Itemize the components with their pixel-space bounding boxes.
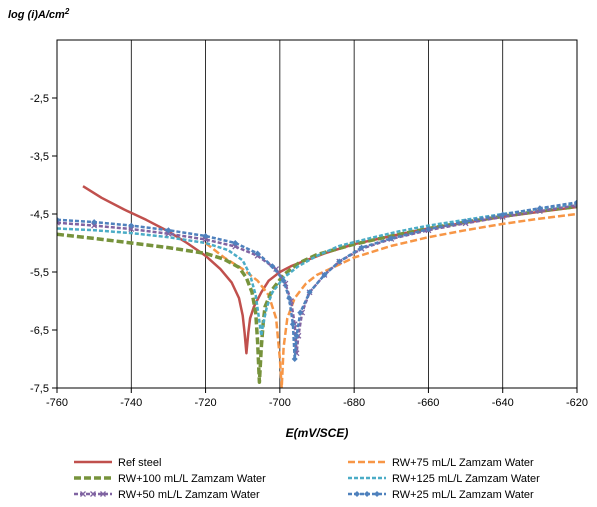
series-line — [57, 201, 577, 361]
series-marker — [289, 321, 296, 328]
series-marker — [297, 309, 304, 316]
series-marker — [291, 356, 298, 362]
series-marker — [202, 233, 209, 240]
series-marker — [57, 216, 60, 223]
legend: Ref steel RW+75 mL/L Zamzam Water RW+100 m… — [74, 457, 540, 501]
legend-marker — [100, 491, 106, 497]
series-1 — [204, 212, 577, 388]
series-marker — [91, 222, 98, 229]
series-marker — [499, 211, 506, 218]
x-tick-label: -720 — [195, 397, 217, 409]
series-marker — [536, 205, 543, 212]
series-marker — [91, 219, 98, 226]
y-axis-label: log (i)A/cm2 — [8, 7, 70, 21]
legend-item: RW+75 mL/L Zamzam Water — [348, 457, 534, 469]
series-marker — [574, 199, 577, 206]
x-tick-label: -700 — [269, 397, 291, 409]
x-tick-label: -620 — [566, 397, 588, 409]
series-marker — [462, 218, 469, 225]
x-axis-label: E(mV/SCE) — [286, 426, 349, 440]
legend-label: RW+100 mL/L Zamzam Water — [118, 473, 266, 485]
legend-marker — [80, 491, 86, 497]
legend-label: RW+25 mL/L Zamzam Water — [392, 489, 534, 501]
series-line — [204, 212, 577, 388]
legend-marker — [374, 491, 380, 497]
series-marker — [425, 226, 432, 233]
legend-item: RW+100 mL/L Zamzam Water — [74, 473, 266, 485]
y-tick-label: -2,5 — [30, 93, 49, 105]
legend-label: Ref steel — [118, 457, 161, 469]
legend-item: Ref steel — [74, 457, 161, 469]
series-5 — [57, 199, 577, 362]
legend-item: RW+50 mL/L Zamzam Water — [74, 489, 260, 501]
legend-item: RW+125 mL/L Zamzam Water — [348, 473, 540, 485]
y-tick-label: -3,5 — [30, 151, 49, 163]
series-marker — [128, 226, 135, 233]
series-marker — [165, 230, 172, 237]
y-tick-label: -5,5 — [30, 267, 49, 279]
series-marker — [286, 295, 293, 302]
legend-item: RW+25 mL/L Zamzam Water — [348, 489, 534, 501]
x-ticks: -760 -740 -720 -700 -680 -660 -640 -620 — [46, 397, 588, 409]
x-tick-label: -680 — [343, 397, 365, 409]
y-tick-label: -6,5 — [30, 325, 49, 337]
x-tick-label: -760 — [46, 397, 68, 409]
series-marker — [202, 236, 209, 243]
y-tick-label: -4,5 — [30, 209, 49, 221]
series-marker — [128, 222, 135, 229]
series-marker — [388, 235, 395, 242]
series-marker — [269, 263, 276, 270]
y-ticks: -2,5 -3,5 -4,5 -5,5 -6,5 -7,5 — [30, 93, 57, 395]
series-marker — [165, 227, 172, 234]
legend-marker — [90, 491, 96, 497]
series-marker — [293, 332, 300, 339]
x-tick-label: -640 — [492, 397, 514, 409]
y-tick-label: -7,5 — [30, 383, 49, 395]
x-tick-label: -660 — [417, 397, 439, 409]
legend-label: RW+125 mL/L Zamzam Water — [392, 473, 540, 485]
series-marker — [254, 250, 261, 257]
series-marker — [280, 277, 287, 284]
series-group — [57, 185, 577, 388]
x-tick-label: -740 — [120, 397, 142, 409]
series-marker — [321, 271, 328, 278]
series-marker — [306, 289, 313, 296]
legend-marker — [364, 491, 370, 497]
plot-frame — [56, 39, 578, 389]
series-marker — [232, 240, 239, 246]
legend-marker — [354, 491, 360, 497]
series-marker — [358, 244, 365, 251]
series-line — [57, 202, 577, 338]
series-marker — [336, 258, 343, 265]
series-3 — [57, 202, 577, 338]
legend-label: RW+50 mL/L Zamzam Water — [118, 489, 260, 501]
legend-label: RW+75 mL/L Zamzam Water — [392, 457, 534, 469]
